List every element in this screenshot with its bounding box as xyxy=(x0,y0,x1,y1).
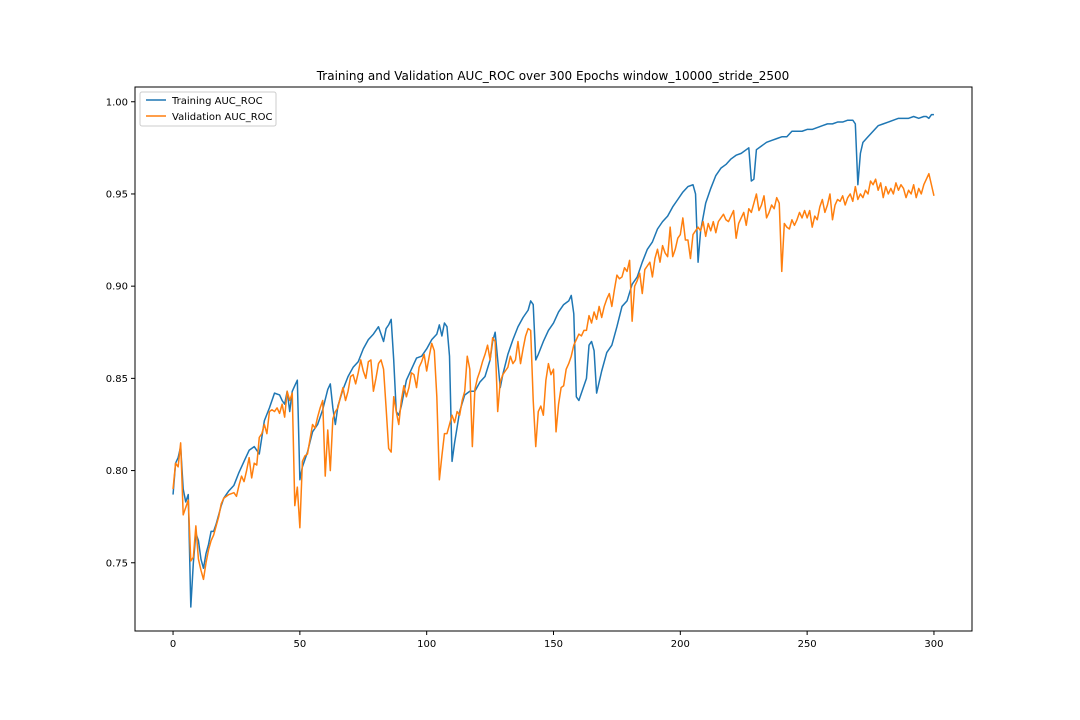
x-tick-label-250: 250 xyxy=(798,639,817,650)
series-line-validation xyxy=(172,172,935,581)
series-line-training xyxy=(172,113,934,608)
x-tick-label-300: 300 xyxy=(924,639,943,650)
y-tick-label-0: 0.75 xyxy=(106,558,128,569)
legend-frame xyxy=(139,91,277,127)
x-tick-label-50: 50 xyxy=(293,639,306,650)
legend: Training AUC_ROC Validation AUC_ROC xyxy=(139,91,277,127)
plot-frame xyxy=(134,86,973,632)
y-axis: 0.75 0.80 0.85 0.90 0.95 1.00 xyxy=(106,97,135,569)
x-tick-label-100: 100 xyxy=(417,639,436,650)
x-tick-label-150: 150 xyxy=(544,639,563,650)
x-tick-label-200: 200 xyxy=(671,639,690,650)
chart-title: Training and Validation AUC_ROC over 300… xyxy=(316,69,790,83)
y-tick-label-2: 0.85 xyxy=(106,374,128,385)
series-layer xyxy=(172,113,935,608)
y-tick-label-3: 0.90 xyxy=(106,282,128,293)
x-tick-label-0: 0 xyxy=(170,639,176,650)
y-tick-label-5: 1.00 xyxy=(106,97,128,108)
y-tick-label-4: 0.95 xyxy=(106,189,128,200)
legend-label-training: Training AUC_ROC xyxy=(171,96,263,107)
legend-label-validation: Validation AUC_ROC xyxy=(172,112,273,123)
plot-area xyxy=(134,86,973,632)
y-tick-label-1: 0.80 xyxy=(106,466,128,477)
x-axis: 0 50 100 150 200 250 300 xyxy=(170,631,944,650)
